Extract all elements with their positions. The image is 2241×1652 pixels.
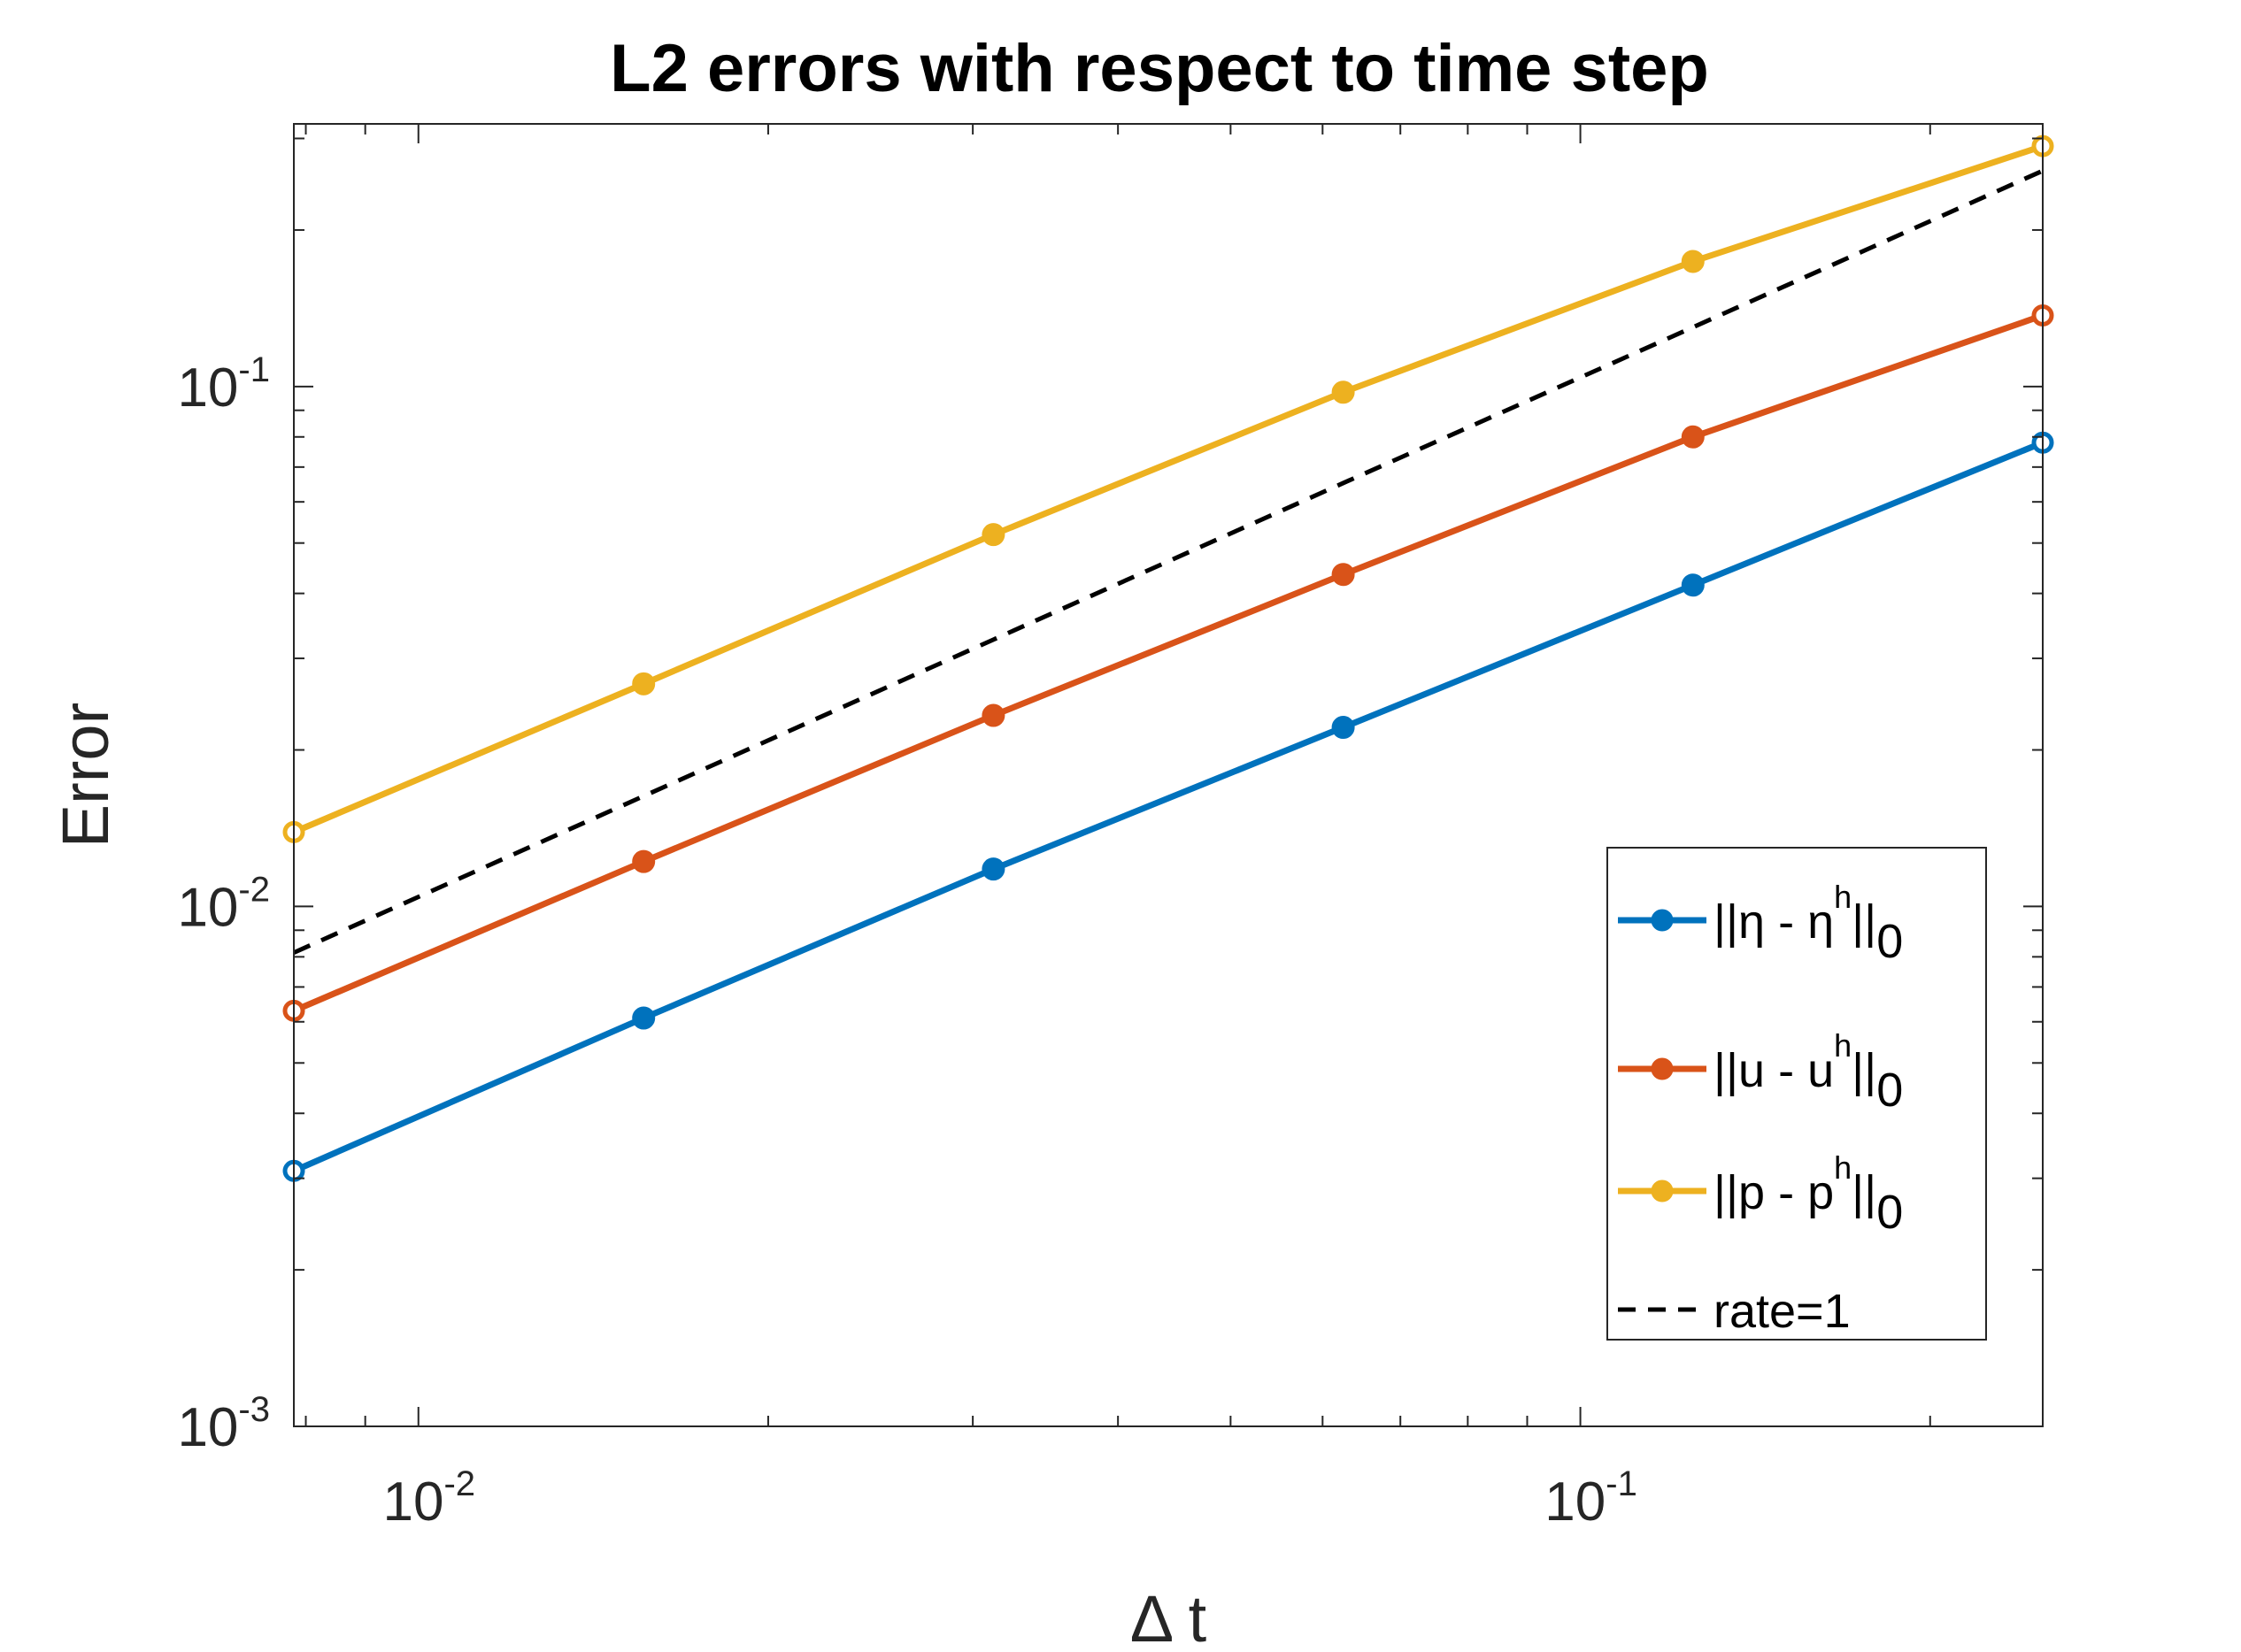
x-tick-label: 10-1 (1544, 1464, 1637, 1533)
legend-label-1: ||u - uh||0 (1713, 1027, 1903, 1117)
series-line-0 (292, 439, 2045, 1174)
data-point (1681, 573, 1705, 597)
y-tick-label: 10-2 (177, 870, 270, 938)
data-point (632, 1006, 656, 1030)
data-point (1331, 563, 1355, 587)
data-point (982, 523, 1005, 547)
data-point (1681, 250, 1705, 273)
legend: ||η - ηh||0 ||u - uh||0 ||p - ph||0 rate=1 (1606, 847, 1987, 1341)
plot-frame (293, 123, 2044, 1427)
legend-marker-1 (1651, 1057, 1674, 1080)
x-axis-label: Δ t (1130, 1582, 1207, 1652)
legend-label-3: rate=1 (1713, 1285, 1851, 1338)
legend-label-2: ||p - ph||0 (1713, 1149, 1903, 1239)
y-tick-label: 10-3 (177, 1390, 270, 1458)
data-point (982, 703, 1005, 727)
x-tick-label: 10-2 (382, 1464, 475, 1533)
legend-marker-0 (1651, 909, 1674, 932)
series-line-2 (292, 142, 2045, 835)
series-line-1 (292, 312, 2045, 1014)
data-point (632, 849, 656, 873)
chart-title: L2 errors with respect to time step (610, 31, 1709, 106)
legend-box (1606, 847, 1987, 1341)
data-point (632, 672, 656, 695)
data-point (1681, 425, 1705, 449)
data-point (982, 857, 1005, 881)
series-line-3 (292, 168, 2045, 955)
legend-marker-2 (1651, 1179, 1674, 1203)
y-tick-label: 10-1 (177, 350, 270, 419)
legend-label-0: ||η - ηh||0 (1713, 879, 1903, 968)
data-point (1331, 380, 1355, 404)
y-axis-label: Error (49, 703, 122, 848)
data-point (1331, 716, 1355, 740)
